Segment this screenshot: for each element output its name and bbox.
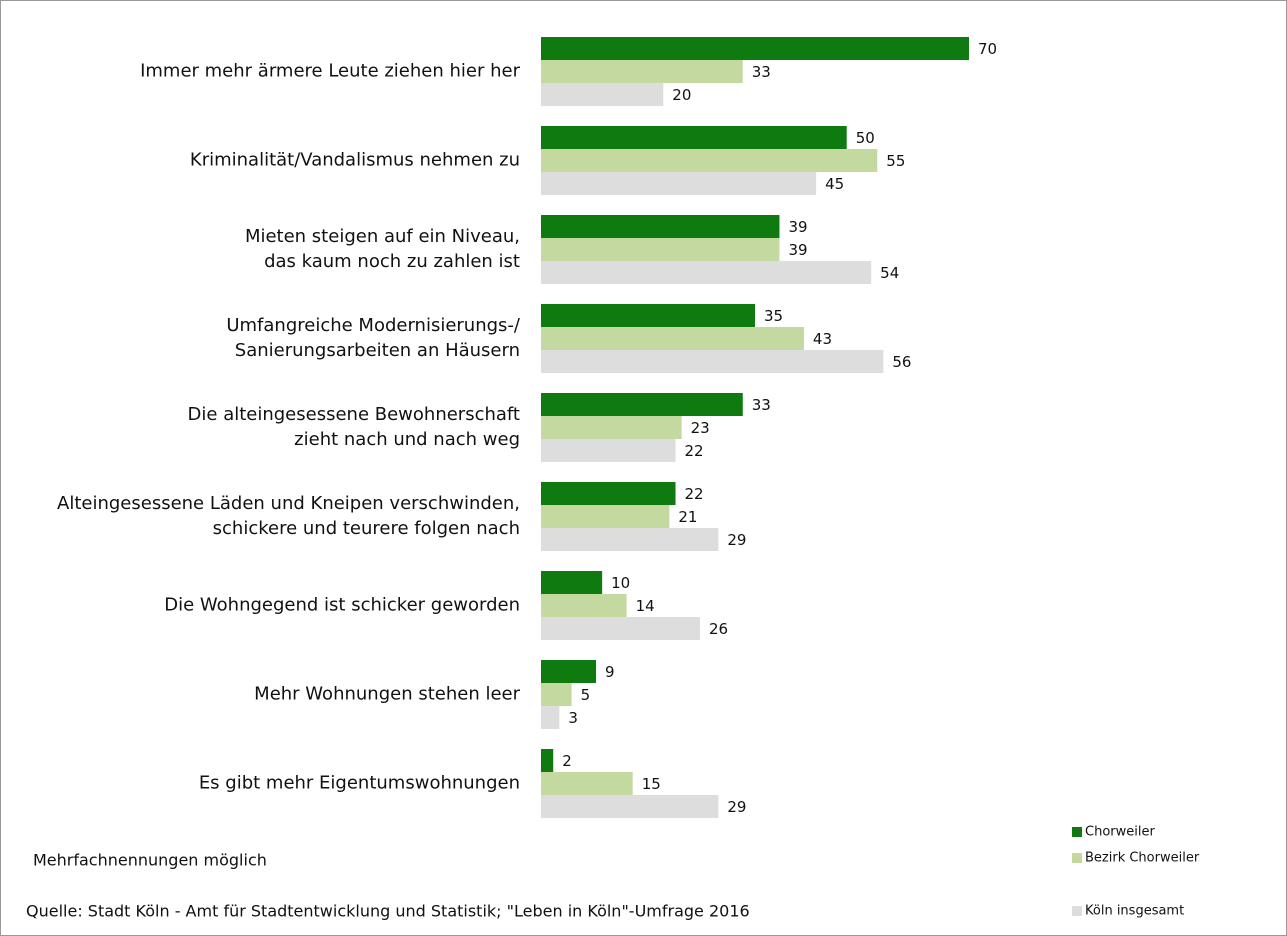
value-label: 54	[880, 264, 899, 282]
bar	[541, 126, 847, 149]
bar	[541, 706, 560, 729]
value-label: 15	[642, 775, 661, 793]
category-label: Immer mehr ärmere Leute ziehen hier her	[140, 61, 521, 82]
category-label: Alteingesessene Läden und Kneipen versch…	[57, 493, 520, 539]
bar	[541, 60, 743, 83]
bar	[541, 594, 627, 617]
bar	[541, 304, 755, 327]
value-label: 56	[892, 353, 911, 371]
value-label: 70	[978, 40, 997, 58]
value-label: 21	[678, 508, 697, 526]
bar	[541, 172, 817, 195]
category-line: Umfangreiche Modernisierungs-/	[226, 315, 521, 336]
category-line: Mieten steigen auf ein Niveau,	[245, 226, 520, 247]
category-label: Mieten steigen auf ein Niveau, das kaum n…	[245, 226, 520, 272]
category-line: Die Wohngegend ist schicker geworden	[164, 595, 520, 616]
category-line: schickere und teurere folgen nach	[213, 518, 520, 539]
value-label: 14	[636, 597, 655, 615]
category-label: Umfangreiche Modernisierungs-/ Sanierungs…	[226, 315, 521, 361]
value-label: 35	[764, 307, 783, 325]
value-label: 23	[691, 419, 710, 437]
bar	[541, 660, 597, 683]
bar	[541, 149, 878, 172]
value-label: 26	[709, 620, 728, 638]
bar	[541, 416, 682, 439]
value-label: 5	[581, 686, 591, 704]
legend-label: Chorweiler	[1085, 825, 1155, 840]
value-label: 9	[605, 663, 615, 681]
value-label: 43	[813, 330, 832, 348]
bar	[541, 505, 670, 528]
category-line: Immer mehr ärmere Leute ziehen hier her	[140, 61, 521, 82]
category-line: zieht nach und nach weg	[294, 429, 520, 450]
category-label: Kriminalität/Vandalismus nehmen zu	[190, 150, 520, 171]
bar	[541, 83, 664, 106]
value-label: 50	[856, 129, 875, 147]
category-line: Sanierungsarbeiten an Häusern	[235, 340, 520, 361]
bar	[541, 482, 676, 505]
legend-swatch	[1072, 827, 1082, 837]
note: Mehrfachnennungen möglich	[33, 851, 267, 870]
bar	[541, 683, 572, 706]
bar	[541, 772, 633, 795]
bar	[541, 439, 676, 462]
value-label: 3	[568, 709, 578, 727]
bar	[541, 37, 969, 60]
value-label: 10	[611, 574, 630, 592]
bar	[541, 261, 872, 284]
bar	[541, 795, 719, 818]
bar	[541, 215, 780, 238]
category-line: Die alteingesessene Bewohnerschaft	[188, 404, 520, 425]
value-label: 2	[562, 752, 572, 770]
category-label: Es gibt mehr Eigentumswohnungen	[199, 773, 520, 794]
category-label: Die alteingesessene Bewohnerschaft zieht …	[188, 404, 520, 450]
category-line: Alteingesessene Läden und Kneipen versch…	[57, 493, 520, 514]
bar	[541, 238, 780, 261]
source: Quelle: Stadt Köln - Amt für Stadtentwic…	[26, 902, 750, 921]
value-label: 33	[752, 396, 771, 414]
value-label: 39	[788, 241, 807, 259]
value-label: 39	[788, 218, 807, 236]
value-label: 29	[727, 798, 746, 816]
category-line: Es gibt mehr Eigentumswohnungen	[199, 773, 520, 794]
category-label: Die Wohngegend ist schicker geworden	[164, 595, 520, 616]
bar	[541, 350, 884, 373]
value-label: 29	[727, 531, 746, 549]
bar	[541, 749, 554, 772]
bar	[541, 393, 743, 416]
bar	[541, 327, 804, 350]
value-label: 45	[825, 175, 844, 193]
value-label: 22	[685, 442, 704, 460]
value-label: 20	[672, 86, 691, 104]
legend-label: Köln insgesamt	[1085, 904, 1184, 919]
bar	[541, 571, 603, 594]
bar	[541, 528, 719, 551]
category-line: Kriminalität/Vandalismus nehmen zu	[190, 150, 520, 171]
category-label: Mehr Wohnungen stehen leer	[254, 684, 520, 705]
legend-swatch	[1072, 853, 1082, 863]
value-label: 22	[685, 485, 704, 503]
value-label: 55	[886, 152, 905, 170]
category-line: Mehr Wohnungen stehen leer	[254, 684, 520, 705]
bar	[541, 617, 700, 640]
legend-swatch	[1072, 906, 1082, 916]
value-label: 33	[752, 63, 771, 81]
legend-label: Bezirk Chorweiler	[1085, 851, 1200, 866]
category-line: das kaum noch zu zahlen ist	[264, 251, 520, 272]
